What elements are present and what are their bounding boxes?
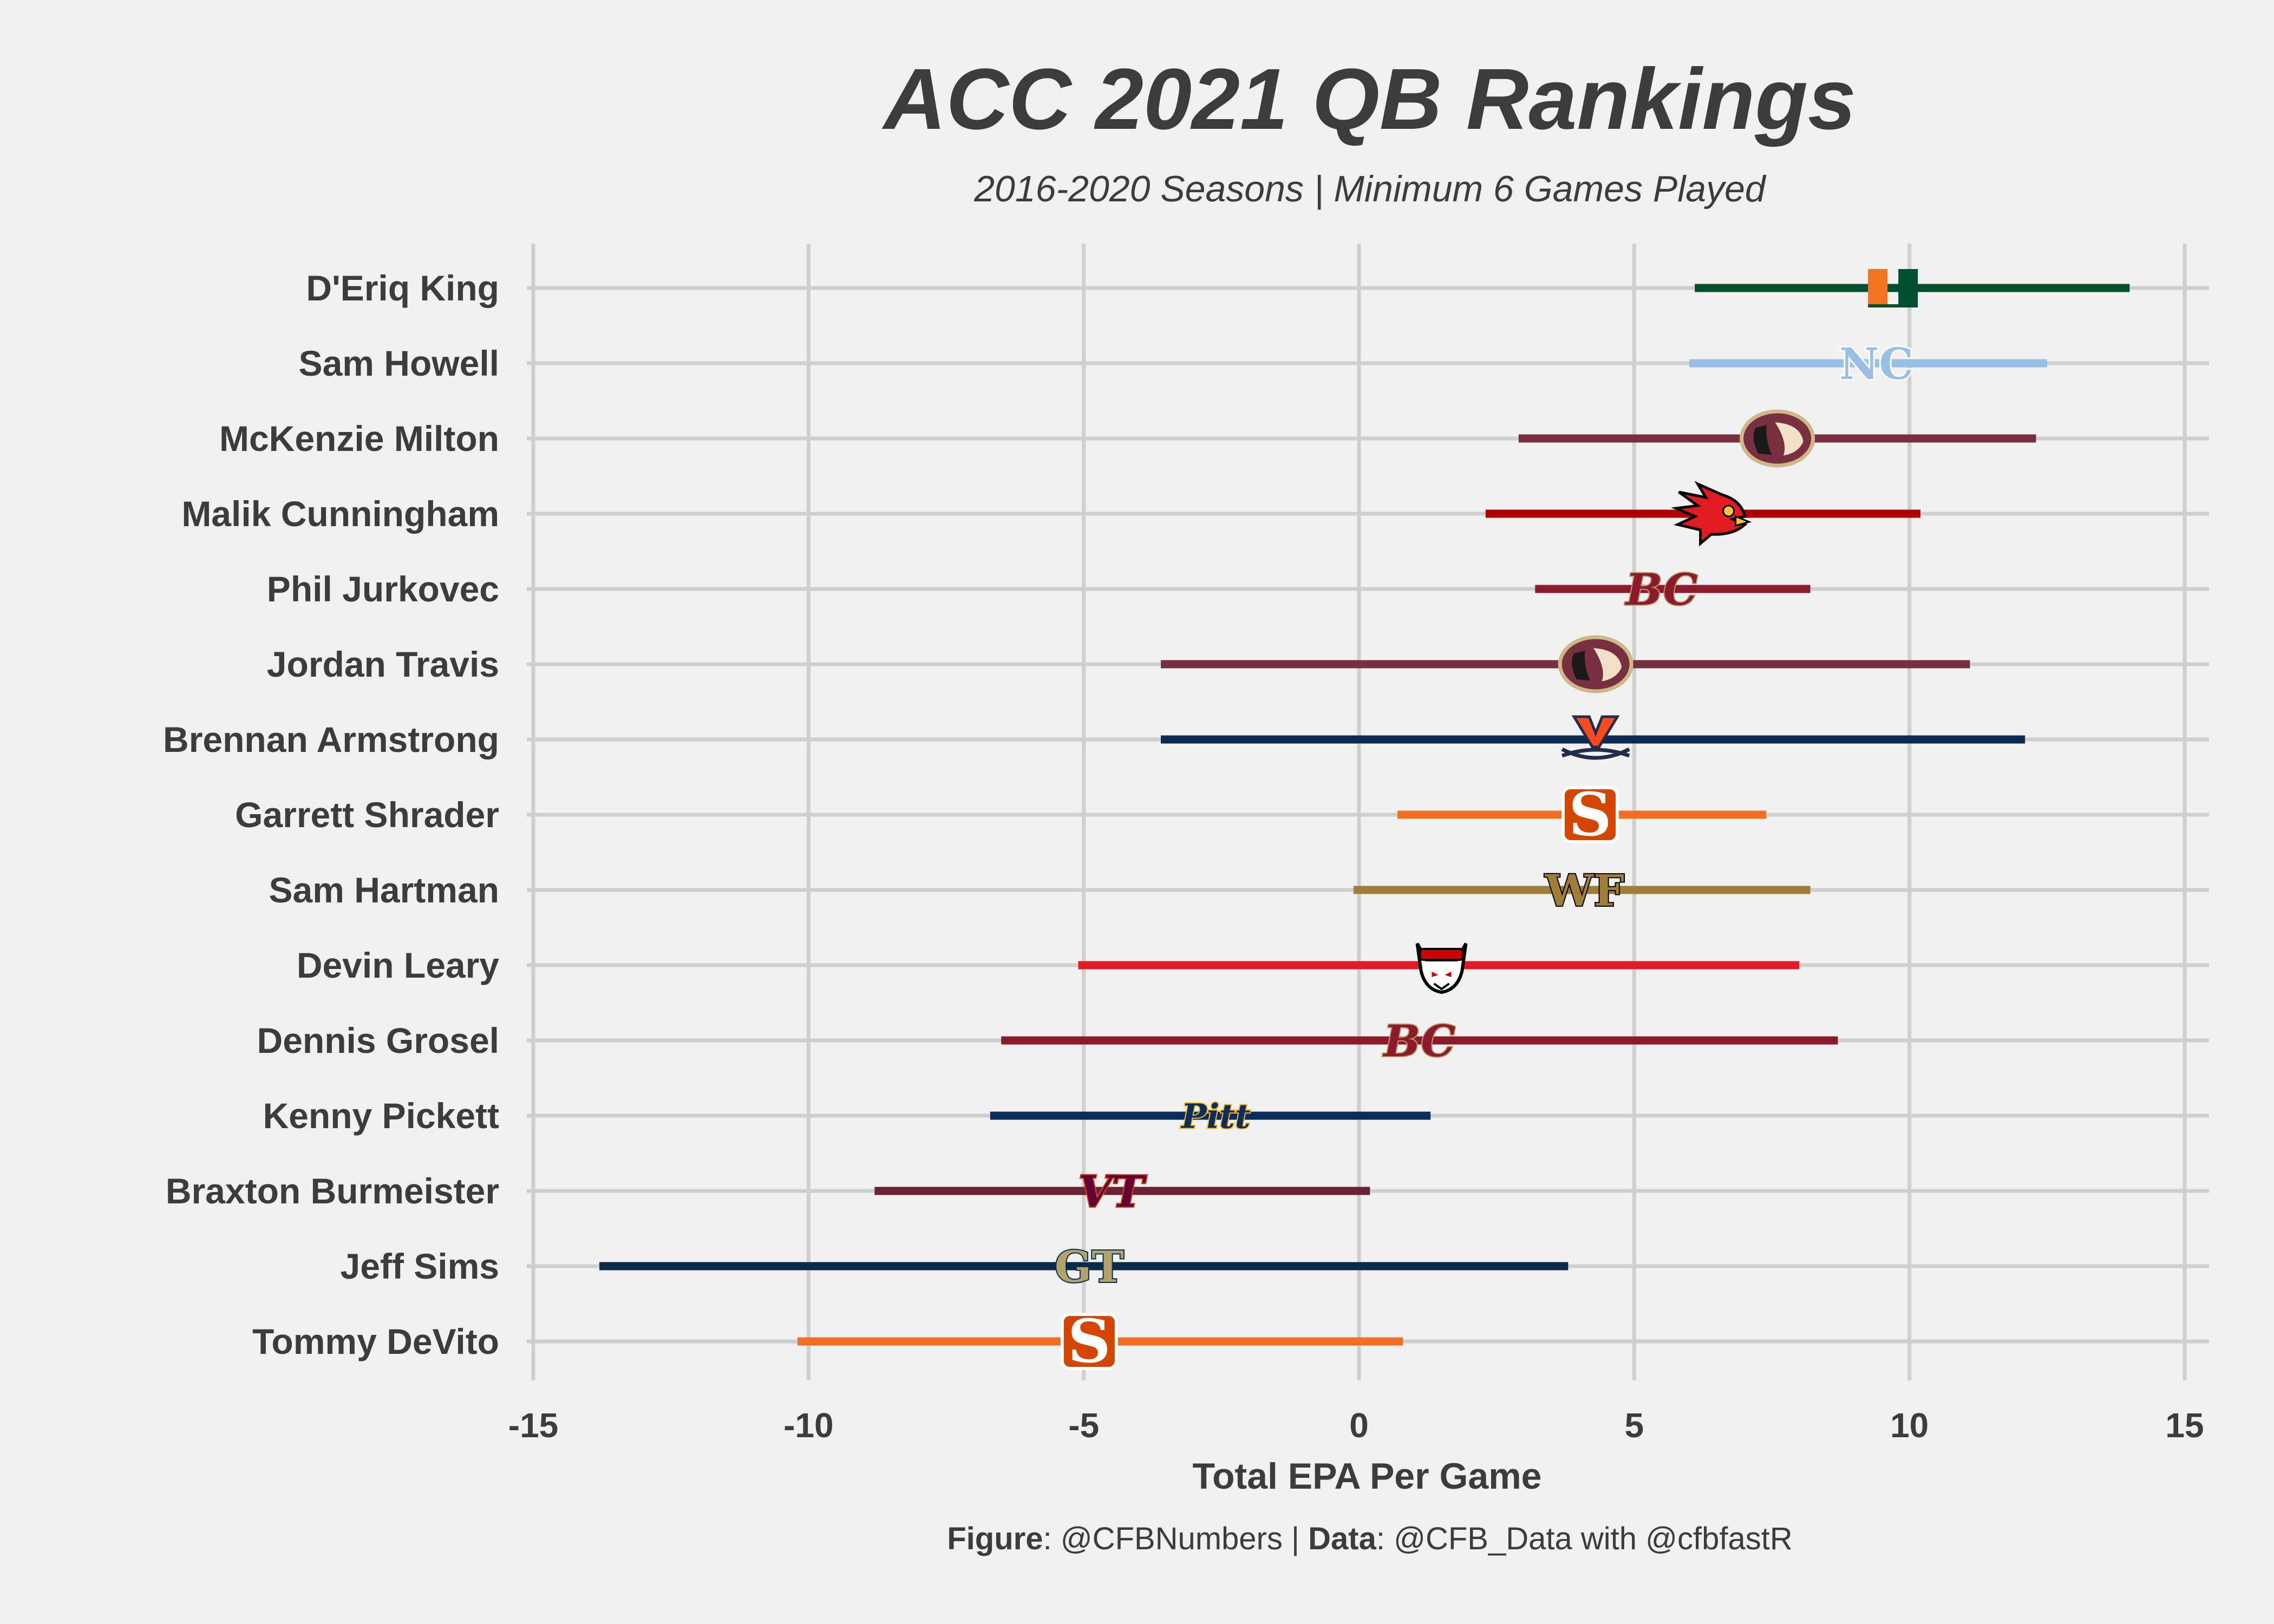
nc-state-wolf-logo [1415, 942, 1468, 994]
logo-detail [1432, 972, 1452, 977]
x-tick-label: 10 [1890, 1406, 1929, 1445]
syracuse-s-logo: S [1561, 780, 1619, 849]
player-label: D'Eriq King [306, 268, 499, 308]
logo-text: GT [1055, 1241, 1124, 1292]
fsu-seminole-logo [1740, 409, 1815, 468]
logo-text: S [1068, 1306, 1110, 1376]
player-label: Kenny Pickett [263, 1096, 499, 1136]
caption: Figure: @CFBNumbers | Data: @CFB_Data wi… [947, 1521, 1793, 1556]
team-logos: NC BC S WF BC Pitt VT GT S [1054, 269, 1925, 1376]
logo-text: WF [1545, 865, 1625, 916]
player-label: McKenzie Milton [219, 418, 499, 459]
virginia-v-sabres-logo [1561, 715, 1630, 760]
unc-nc-logo: NC [1838, 337, 1915, 391]
logo-detail [1753, 425, 1772, 455]
player-label: Garrett Shrader [235, 795, 499, 835]
logo-detail [1589, 645, 1624, 684]
x-tick-label: 5 [1625, 1406, 1644, 1445]
logo-shape [1898, 269, 1918, 304]
bc-logo: BC [1624, 563, 1699, 616]
chart-title: ACC 2021 QB Rankings [881, 50, 1856, 147]
player-label: Dennis Grosel [257, 1020, 499, 1060]
miami-u-logo [1861, 269, 1925, 307]
logo-text: S [1569, 780, 1611, 849]
logo-text: BC [1382, 1016, 1455, 1066]
chart-subtitle: 2016-2020 Seasons | Minimum 6 Games Play… [973, 168, 1767, 209]
x-axis-title: Total EPA Per Game [1193, 1456, 1542, 1497]
logo-detail [1419, 948, 1465, 961]
bc-logo: BC [1381, 1014, 1456, 1068]
x-tick-label: -10 [783, 1406, 834, 1445]
player-label: Devin Leary [297, 945, 499, 985]
player-label: Jordan Travis [267, 644, 499, 684]
logo-text: VT [1079, 1166, 1147, 1217]
logo-detail [1433, 983, 1450, 991]
player-label: Phil Jurkovec [267, 569, 499, 609]
logo-detail [1868, 304, 1918, 307]
louisville-cardinal-logo [1671, 481, 1752, 547]
gt-logo: GT [1054, 1240, 1125, 1293]
logo-shape [1868, 269, 1888, 304]
vt-logo: VT [1077, 1165, 1148, 1218]
logo-shape [1671, 481, 1748, 547]
caption-figure-value: : @CFBNumbers | [1043, 1521, 1308, 1556]
logo-detail [1735, 515, 1752, 527]
player-label: Braxton Burmeister [166, 1171, 499, 1211]
logo-detail [1770, 420, 1806, 459]
player-label: Sam Hartman [269, 870, 500, 910]
player-labels: D'Eriq King Sam Howell McKenzie Milton Mali… [163, 268, 499, 1361]
logo-shape [1060, 1313, 1118, 1370]
caption-figure-label: Figure [947, 1521, 1043, 1556]
player-label: Brennan Armstrong [163, 719, 499, 759]
pitt-script-logo: Pitt [1179, 1095, 1252, 1137]
wake-forest-wf-logo: WF [1544, 864, 1626, 917]
caption-data-label: Data [1308, 1521, 1376, 1556]
caption-data-value: : @CFB_Data with @cfbfastR [1376, 1521, 1793, 1556]
x-tick-labels: -15 -10 -5 0 5 10 15 [508, 1406, 2204, 1445]
player-label: Jeff Sims [341, 1246, 499, 1286]
logo-text: BC [1625, 564, 1698, 615]
logo-detail [1561, 748, 1630, 758]
logo-shape [1561, 786, 1619, 843]
x-tick-label: -5 [1068, 1406, 1099, 1445]
logo-shape [1415, 942, 1468, 994]
x-tick-label: 0 [1349, 1406, 1369, 1445]
logo-detail [1572, 651, 1591, 680]
logo-text: Pitt [1180, 1096, 1251, 1136]
player-label: Sam Howell [299, 343, 499, 383]
fsu-seminole-logo [1558, 635, 1633, 693]
logo-shape [1571, 715, 1620, 749]
logo-text: NC [1839, 338, 1913, 389]
logo-detail [1722, 505, 1735, 518]
player-label: Malik Cunningham [181, 494, 499, 534]
player-label: Tommy DeVito [252, 1321, 499, 1361]
x-tick-label: 15 [2165, 1406, 2204, 1445]
x-tick-label: -15 [508, 1406, 559, 1445]
syracuse-s-logo: S [1060, 1306, 1118, 1376]
